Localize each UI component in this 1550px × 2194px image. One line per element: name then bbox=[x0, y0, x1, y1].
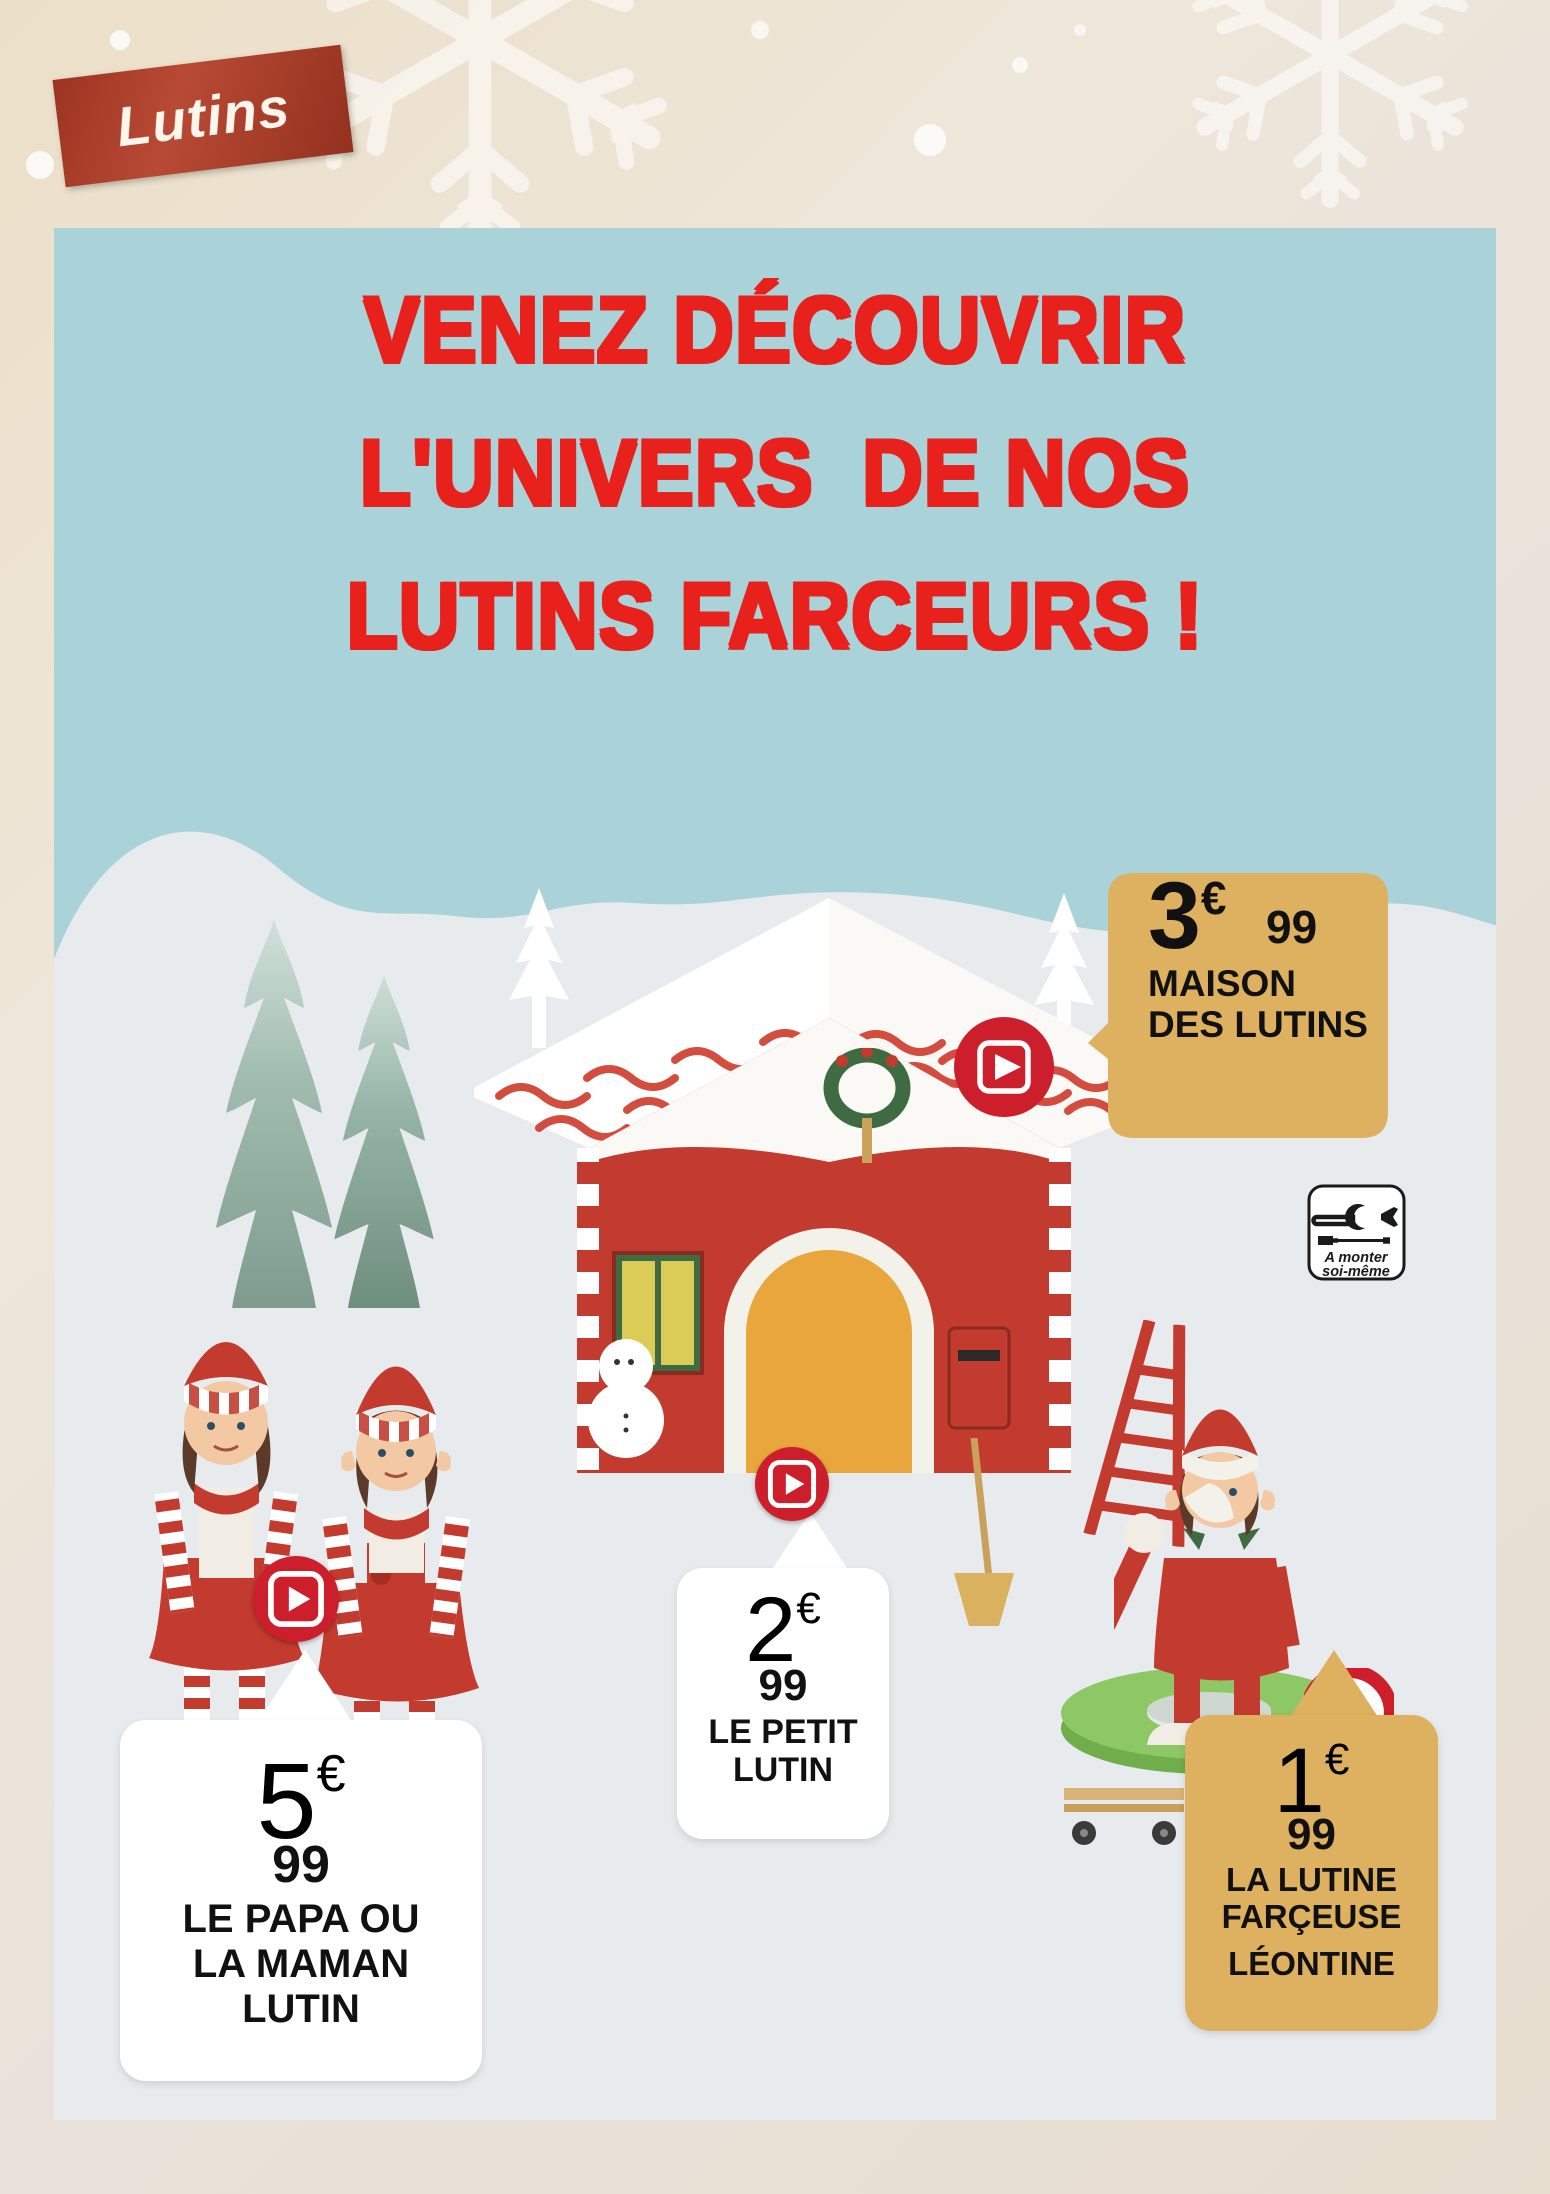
svg-text:soi-même: soi-même bbox=[1322, 1264, 1390, 1280]
